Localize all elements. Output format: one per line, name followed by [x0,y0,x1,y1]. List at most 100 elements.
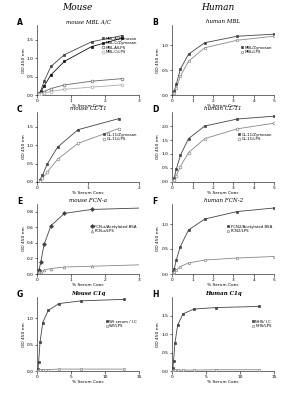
CL-11/Zymosan [272,114,276,118]
Title: mouse CL-11: mouse CL-11 [70,106,106,111]
FCN-a/LPS [42,268,46,272]
Y-axis label: OD 450 nm: OD 450 nm [22,227,26,251]
MBL-C/LPS [121,82,124,87]
FCN2/Acetylated BSA [203,217,207,222]
NHS/LPS [214,367,217,372]
FCN2/Acetylated BSA [179,244,182,249]
CL-11/LPS [272,121,276,126]
CL-11/Zymosan [172,178,175,183]
Legend: FCN2/Acetylated BSA, FCN2/LPS: FCN2/Acetylated BSA, FCN2/LPS [227,224,272,234]
MBL-C/Zymosan [49,72,53,77]
NHS/ I.C [173,341,177,346]
NHS/ I.C [214,305,217,310]
MBL-A/LPS [37,92,41,96]
MBL-C/Zymosan [90,44,93,49]
Title: mouse FCN-a: mouse FCN-a [69,198,107,203]
CL-11/LPS [41,176,44,181]
NHS/LPS [192,368,196,372]
Line: WT/LPS: WT/LPS [37,368,126,372]
Wt serum / I.C [79,298,82,303]
Text: B: B [152,18,158,27]
FCN-a/Acetylated BSA [144,206,148,210]
FCN2/LPS [236,256,239,260]
Title: human MBL: human MBL [206,19,240,24]
CL-11/LPS [187,150,190,155]
WT/LPS [37,368,40,372]
NHS/LPS [181,368,185,372]
Text: C: C [17,105,23,114]
NHS/ I.C [171,366,174,371]
Line: MBL-C/LPS: MBL-C/LPS [38,84,124,96]
Legend: Wt serum / I.C, WT/LPS: Wt serum / I.C, WT/LPS [106,319,137,328]
FCN-a/LPS [37,270,41,275]
FCN2/LPS [203,258,207,262]
X-axis label: % Serum Conc: % Serum Conc [72,380,104,384]
CL-11/Zymosan [187,136,190,141]
MBL/LPS [174,86,178,90]
Line: FCN2/LPS: FCN2/LPS [172,255,276,274]
NHS/LPS [171,368,174,373]
Wt serum / I.C [46,308,50,313]
MBL/Zymosan [187,52,190,56]
MBL-C/LPS [37,92,41,97]
Title: Mouse C1q: Mouse C1q [71,291,105,296]
MBL/Zymosan [172,89,176,94]
MBL-A/LPS [121,76,124,81]
FCN-a/Acetylated BSA [37,268,41,272]
MBL-C/Zymosan [37,91,41,96]
FCN2/Acetylated BSA [172,269,175,274]
NHS/LPS [176,368,179,372]
FCN-a/Acetylated BSA [90,207,93,212]
Line: FCN-a/LPS: FCN-a/LPS [38,263,148,274]
Title: mouse MBL A/C: mouse MBL A/C [66,19,111,24]
FCN2/LPS [172,270,175,275]
X-axis label: % Serum Conc: % Serum Conc [207,104,239,108]
Text: H: H [152,290,158,299]
CL-11/Zymosan [236,117,239,122]
MBL-C/LPS [90,85,93,90]
MBL-A/Zymosan [37,91,41,96]
CL-11/LPS [117,126,121,131]
Y-axis label: OD 450 nm: OD 450 nm [156,135,160,159]
Line: MBL-C/Zymosan: MBL-C/Zymosan [38,37,124,95]
MBL/LPS [272,34,276,38]
FCN-a/Acetylated BSA [63,211,66,216]
X-axis label: % Serum Conc: % Serum Conc [72,283,104,287]
CL-11/LPS [38,178,42,183]
FCN2/Acetylated BSA [174,258,178,262]
Y-axis label: OD 450 nm: OD 450 nm [156,227,160,251]
MBL-C/Zymosan [39,90,42,94]
FCN2/Acetylated BSA [187,228,190,232]
Wt serum / I.C [57,301,61,306]
CL-11/Zymosan [203,124,207,128]
MBL/Zymosan [174,82,178,86]
Text: A: A [17,18,23,27]
MBL-A/LPS [63,82,66,87]
FCN-a/LPS [49,266,53,271]
CL-11/LPS [203,136,207,141]
Y-axis label: OD 450 nm: OD 450 nm [22,322,26,346]
CL-11/LPS [56,157,59,162]
WT/LPS [57,367,61,372]
CL-11/Zymosan [56,144,59,149]
Text: Human: Human [201,3,235,12]
Line: MBL/LPS: MBL/LPS [173,35,276,94]
Line: MBL-A/Zymosan: MBL-A/Zymosan [38,34,124,95]
Line: CL-11/LPS: CL-11/LPS [38,127,120,182]
MBL-A/Zymosan [121,33,124,38]
FCN2/Acetylated BSA [272,206,276,210]
Y-axis label: OD 450 nm: OD 450 nm [22,135,26,159]
FCN-a/Acetylated BSA [49,223,53,228]
Legend: CL-11/Zymosan, CL-11/LPS: CL-11/Zymosan, CL-11/LPS [238,132,272,142]
CL-11/Zymosan [46,161,49,166]
CL-11/Zymosan [179,153,182,158]
Line: CL-11/LPS: CL-11/LPS [172,122,276,182]
MBL-C/Zymosan [42,84,46,88]
MBL-C/Zymosan [63,59,66,64]
FCN2/LPS [174,268,178,272]
MBL-C/LPS [42,90,46,95]
MBL-C/LPS [49,89,53,94]
WT/LPS [123,367,126,372]
X-axis label: % Serum Conc: % Serum Conc [207,283,239,287]
NHS/ I.C [176,322,179,327]
